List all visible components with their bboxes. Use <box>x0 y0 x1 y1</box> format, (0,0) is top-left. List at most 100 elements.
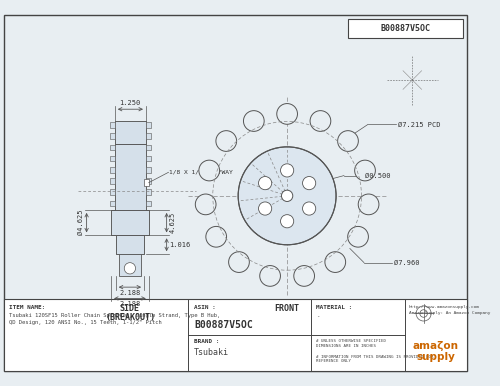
Circle shape <box>258 202 272 215</box>
Text: QD Design, 120 ANSI No., 15 Teeth, 1-1/2" Pitch: QD Design, 120 ANSI No., 15 Teeth, 1-1/2… <box>10 320 162 325</box>
Circle shape <box>354 160 376 181</box>
Circle shape <box>325 252 345 273</box>
Text: B00887V5OC: B00887V5OC <box>194 320 252 330</box>
Circle shape <box>396 94 406 105</box>
Circle shape <box>388 61 400 73</box>
Text: Ø4.625: Ø4.625 <box>78 210 84 235</box>
Text: supply: supply <box>416 352 456 362</box>
Bar <box>110 122 115 128</box>
Circle shape <box>124 262 136 274</box>
Circle shape <box>310 111 331 131</box>
Bar <box>115 120 146 144</box>
Text: ASIN :: ASIN : <box>194 305 216 310</box>
Circle shape <box>228 252 250 273</box>
Bar <box>110 134 115 139</box>
Circle shape <box>280 164 293 177</box>
Bar <box>116 235 144 254</box>
Circle shape <box>338 131 358 151</box>
Text: Ø7.960: Ø7.960 <box>394 260 419 266</box>
Circle shape <box>277 103 297 124</box>
Circle shape <box>358 194 379 215</box>
Circle shape <box>388 88 400 99</box>
Bar <box>144 179 148 186</box>
Circle shape <box>280 215 293 228</box>
Text: amaζon: amaζon <box>413 342 459 351</box>
Circle shape <box>302 202 316 215</box>
Text: FRONT: FRONT <box>274 304 299 313</box>
Text: 1.016: 1.016 <box>170 242 190 248</box>
Bar <box>4 300 467 371</box>
Bar <box>118 254 141 276</box>
Bar <box>146 134 150 139</box>
Text: 2.188: 2.188 <box>120 301 141 307</box>
Circle shape <box>404 97 415 108</box>
Text: Ø0.500: Ø0.500 <box>364 173 390 179</box>
Text: Ø7.215 PCD: Ø7.215 PCD <box>398 122 440 127</box>
Circle shape <box>416 71 422 76</box>
Bar <box>146 178 150 184</box>
Bar <box>116 235 144 254</box>
Circle shape <box>414 53 425 64</box>
Circle shape <box>428 84 438 95</box>
Circle shape <box>384 70 396 81</box>
Circle shape <box>282 190 293 201</box>
Circle shape <box>399 67 425 93</box>
Bar <box>110 156 115 161</box>
Text: # UNLESS OTHERWISE SPECIFIED
DIMENSIONS ARE IN INCHES: # UNLESS OTHERWISE SPECIFIED DIMENSIONS … <box>316 339 386 347</box>
Circle shape <box>258 176 272 190</box>
Circle shape <box>404 84 408 89</box>
Text: B00887V5OC: B00887V5OC <box>380 24 430 33</box>
Circle shape <box>428 65 438 76</box>
Circle shape <box>206 227 227 247</box>
Circle shape <box>396 55 406 66</box>
Text: 4.625: 4.625 <box>170 212 175 233</box>
Text: Tsubaki 120SF15 Roller Chain Sprocket, Single Strand, Type B Hub,: Tsubaki 120SF15 Roller Chain Sprocket, S… <box>10 313 220 318</box>
Text: http://www.amazonsupply.com: http://www.amazonsupply.com <box>408 305 480 309</box>
Bar <box>110 178 115 184</box>
Circle shape <box>384 79 396 90</box>
Bar <box>111 210 148 235</box>
Text: -: - <box>316 315 320 320</box>
Circle shape <box>238 147 336 245</box>
Circle shape <box>414 96 425 107</box>
Bar <box>146 201 150 206</box>
Text: ITEM NAME:: ITEM NAME: <box>10 305 46 310</box>
Bar <box>111 210 148 235</box>
Bar <box>110 190 115 195</box>
Circle shape <box>199 160 220 181</box>
Circle shape <box>302 176 316 190</box>
Circle shape <box>196 194 216 215</box>
Bar <box>146 122 150 128</box>
Circle shape <box>244 111 264 131</box>
Bar <box>110 201 115 206</box>
Bar <box>146 167 150 173</box>
Circle shape <box>430 74 440 86</box>
Bar <box>115 120 146 144</box>
Bar <box>115 144 146 210</box>
Bar <box>110 145 115 150</box>
Text: 1.250: 1.250 <box>120 100 141 107</box>
Circle shape <box>422 91 433 102</box>
Circle shape <box>422 58 433 69</box>
Bar <box>116 235 144 254</box>
Bar <box>146 190 150 195</box>
Bar <box>115 144 146 210</box>
Circle shape <box>348 227 368 247</box>
Text: SIDE: SIDE <box>120 304 140 313</box>
Polygon shape <box>433 309 446 318</box>
Text: MATERIAL :: MATERIAL : <box>316 305 352 310</box>
Text: AmazonSupply: An Amazon Company: AmazonSupply: An Amazon Company <box>408 311 490 315</box>
Text: 1/8 X 1/16 KEYWAY: 1/8 X 1/16 KEYWAY <box>170 170 233 175</box>
Circle shape <box>405 73 420 88</box>
Bar <box>146 145 150 150</box>
Bar <box>115 120 146 144</box>
Circle shape <box>260 266 280 286</box>
Text: (BREAKOUT): (BREAKOUT) <box>105 313 155 322</box>
Bar <box>110 167 115 173</box>
Bar <box>111 210 148 235</box>
Bar <box>115 144 146 210</box>
Circle shape <box>216 131 236 151</box>
Circle shape <box>404 52 415 63</box>
Text: BRAND :: BRAND : <box>194 339 220 344</box>
Text: # INFORMATION FROM THIS DRAWING IS PROVIDED FOR
REFERENCE ONLY: # INFORMATION FROM THIS DRAWING IS PROVI… <box>316 355 434 363</box>
